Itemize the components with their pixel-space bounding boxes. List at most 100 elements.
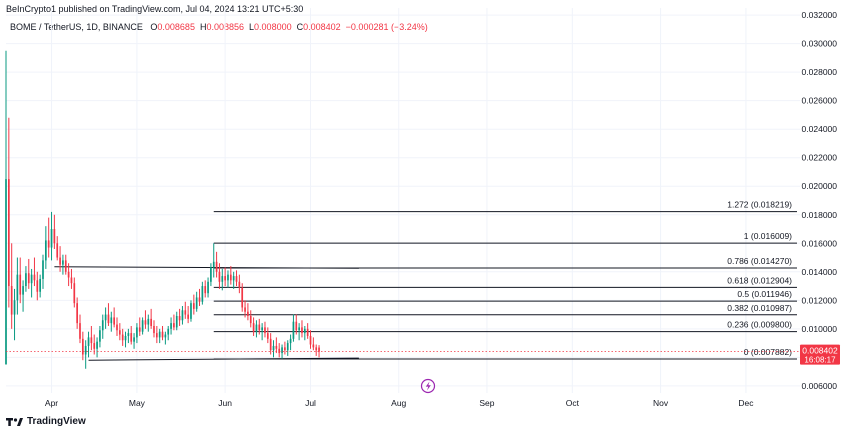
candle-body bbox=[133, 337, 135, 342]
candle-body bbox=[144, 320, 147, 325]
candle bbox=[155, 325, 158, 344]
footer-brand: TradingView bbox=[27, 416, 86, 427]
candle-body bbox=[298, 327, 300, 331]
candle-body bbox=[87, 337, 90, 346]
candle bbox=[136, 323, 138, 344]
candle bbox=[306, 323, 309, 339]
candle-body bbox=[116, 324, 118, 331]
candle bbox=[229, 266, 232, 285]
high-label: H bbox=[199, 22, 207, 32]
trendline bbox=[54, 266, 359, 269]
candle bbox=[215, 251, 218, 278]
candle bbox=[192, 294, 195, 315]
candle bbox=[275, 337, 278, 354]
candle bbox=[201, 281, 204, 305]
candle bbox=[118, 323, 121, 341]
candle bbox=[266, 327, 269, 344]
candle bbox=[221, 268, 224, 291]
candle bbox=[158, 328, 161, 344]
candle-body bbox=[318, 347, 320, 352]
candle bbox=[150, 308, 152, 329]
candle-body bbox=[36, 280, 39, 292]
candle-body bbox=[136, 327, 138, 338]
fib-level-label: 0.236 (0.009800) bbox=[727, 320, 792, 330]
candle-body bbox=[25, 273, 27, 287]
fib-level-label: 0.786 (0.014270) bbox=[727, 256, 792, 266]
candle-body bbox=[241, 287, 244, 308]
candle-body bbox=[229, 274, 232, 281]
y-tick-label: 0.014000 bbox=[802, 267, 838, 277]
candle-body bbox=[210, 267, 212, 282]
candle-body bbox=[53, 229, 56, 244]
candle-body bbox=[138, 327, 141, 332]
candle-body bbox=[56, 243, 59, 258]
candle bbox=[244, 300, 246, 318]
candle bbox=[127, 328, 130, 344]
candle-body bbox=[47, 240, 50, 248]
y-tick-label: 0.026000 bbox=[802, 96, 838, 106]
candle bbox=[153, 320, 155, 338]
candle-body bbox=[266, 333, 269, 339]
candle-body bbox=[258, 324, 261, 331]
close-value: 0.008402 bbox=[303, 22, 341, 32]
candle bbox=[284, 341, 286, 355]
fib-level-label: 1 (0.016009) bbox=[744, 231, 792, 241]
candle bbox=[295, 314, 298, 335]
candle-body bbox=[167, 328, 170, 335]
candle-body bbox=[178, 316, 181, 321]
candle bbox=[303, 325, 306, 341]
y-tick-label: 0.022000 bbox=[802, 153, 838, 163]
candle bbox=[289, 334, 292, 351]
candle bbox=[170, 317, 172, 335]
candle bbox=[124, 331, 127, 348]
candle bbox=[47, 217, 50, 258]
candle-body bbox=[312, 344, 315, 348]
candle-body bbox=[147, 318, 150, 325]
candle-body bbox=[235, 276, 238, 282]
candle bbox=[67, 263, 70, 287]
candle-body bbox=[309, 335, 312, 345]
candle-body bbox=[64, 260, 67, 272]
candle-body bbox=[104, 314, 107, 321]
candle bbox=[144, 310, 147, 329]
candle bbox=[90, 325, 93, 351]
candle bbox=[110, 311, 113, 332]
candle bbox=[13, 288, 16, 341]
candle bbox=[19, 257, 22, 304]
candle bbox=[272, 340, 275, 358]
lightning-icon[interactable] bbox=[420, 378, 436, 394]
candle bbox=[64, 254, 67, 275]
candle bbox=[187, 306, 189, 324]
candle bbox=[22, 280, 24, 312]
candle-body bbox=[212, 261, 215, 268]
candle-body bbox=[81, 338, 84, 355]
y-tick-label: 0.018000 bbox=[802, 210, 838, 220]
candle bbox=[164, 331, 167, 345]
candle-body bbox=[141, 320, 144, 332]
candle-body bbox=[121, 334, 124, 341]
candle-body bbox=[289, 338, 292, 344]
candle-body bbox=[13, 300, 16, 315]
candle-body bbox=[76, 303, 79, 324]
candle bbox=[44, 226, 47, 269]
candle bbox=[207, 277, 209, 298]
candle bbox=[16, 257, 19, 315]
candle bbox=[30, 268, 33, 298]
candle bbox=[141, 317, 144, 335]
candle bbox=[312, 337, 315, 351]
candle-body bbox=[50, 229, 53, 248]
candle bbox=[84, 340, 87, 369]
candle-body bbox=[204, 286, 207, 294]
candle-body bbox=[292, 321, 295, 339]
candle-body bbox=[224, 276, 226, 281]
open-label: O bbox=[150, 22, 158, 32]
y-tick-label: 0.030000 bbox=[802, 39, 838, 49]
candle bbox=[198, 288, 201, 307]
candle-body bbox=[175, 316, 178, 328]
candle-body bbox=[27, 273, 30, 284]
last-price-value: 0.008402 bbox=[802, 346, 838, 356]
candle-body bbox=[232, 276, 235, 281]
candle-body bbox=[113, 317, 115, 325]
candle bbox=[218, 263, 221, 289]
